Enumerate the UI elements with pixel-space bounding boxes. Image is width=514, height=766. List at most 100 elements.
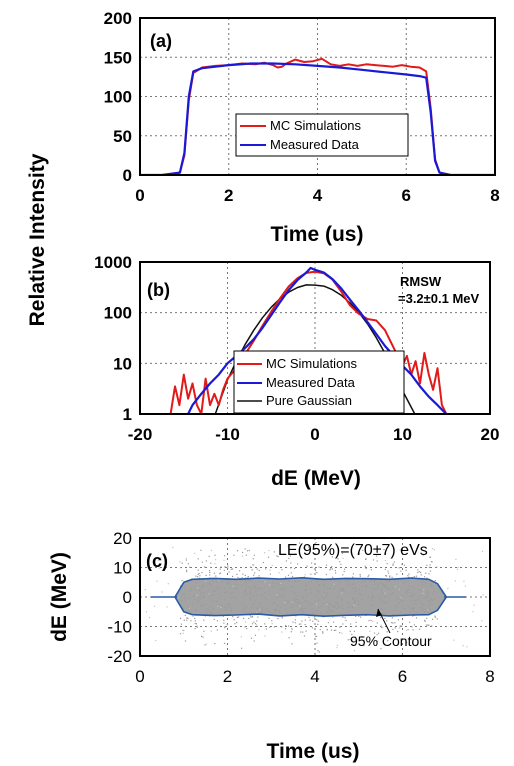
panel-c-point bbox=[382, 626, 384, 629]
panel-c-point bbox=[398, 588, 400, 590]
panel-c-point bbox=[386, 563, 388, 565]
panel-c-point bbox=[392, 563, 394, 565]
panel-c-point bbox=[254, 634, 256, 636]
panel-c-point bbox=[286, 612, 288, 614]
panel-c-point bbox=[397, 619, 399, 621]
panel-c-point bbox=[347, 602, 350, 605]
panel-c-point bbox=[329, 612, 331, 614]
panel-c-ytick-label: -20 bbox=[107, 647, 132, 666]
panel-c-point bbox=[285, 608, 287, 610]
panel-c-point bbox=[428, 566, 430, 568]
panel-c-point bbox=[426, 617, 428, 619]
panel-c-point bbox=[335, 629, 337, 631]
panel-c-point bbox=[453, 639, 455, 641]
panel-c-point bbox=[210, 613, 212, 615]
panel-c-point bbox=[320, 612, 322, 614]
panel-c-point bbox=[335, 572, 337, 574]
panel-c-point bbox=[178, 596, 180, 598]
panel-c-point bbox=[291, 601, 293, 603]
panel-c-point bbox=[216, 581, 218, 583]
panel-c-point bbox=[326, 603, 328, 605]
panel-c-point bbox=[319, 591, 321, 593]
panel-c-point bbox=[278, 583, 280, 585]
panel-c-point bbox=[418, 628, 421, 630]
panel-c-ytick-label: 10 bbox=[113, 559, 132, 578]
panel-c-point bbox=[291, 599, 293, 601]
panel-c-point bbox=[411, 626, 413, 628]
panel-c-point bbox=[419, 609, 421, 611]
panel-c-point bbox=[274, 601, 276, 603]
panel-c-point bbox=[399, 549, 401, 551]
panel-c-point bbox=[195, 610, 197, 612]
panel-c-point bbox=[316, 572, 318, 574]
panel-c-point bbox=[202, 584, 204, 586]
panel-c-point bbox=[407, 591, 409, 593]
panel-c-point bbox=[388, 580, 390, 582]
panel-c-point bbox=[199, 591, 202, 593]
panel-c-point bbox=[245, 577, 247, 579]
panel-c-point bbox=[422, 608, 424, 610]
panel-c-point bbox=[161, 591, 163, 593]
panel-c-point bbox=[298, 605, 301, 607]
panel-c-point bbox=[288, 557, 290, 559]
panel-c-point bbox=[472, 611, 474, 613]
panel-c-point bbox=[259, 609, 261, 611]
panel-c-point bbox=[315, 603, 318, 605]
panel-c-point bbox=[391, 622, 393, 624]
panel-c-point bbox=[187, 607, 189, 609]
panel-c-point bbox=[283, 596, 285, 598]
panel-c-point bbox=[242, 609, 244, 611]
panel-c-point bbox=[395, 609, 397, 611]
panel-c-point bbox=[222, 615, 224, 617]
panel-c-point bbox=[228, 583, 230, 585]
panel-c-point bbox=[276, 596, 278, 599]
panel-c-point bbox=[345, 619, 347, 622]
panel-c-point bbox=[361, 586, 364, 588]
panel-c-point bbox=[240, 636, 242, 638]
panel-c-point bbox=[322, 602, 324, 605]
panel-c-point bbox=[412, 607, 414, 609]
panel-c-xtick-label: 4 bbox=[310, 667, 319, 686]
panel-c-point bbox=[311, 562, 313, 564]
panel-c-point bbox=[363, 581, 365, 583]
panel-c-point bbox=[279, 610, 281, 612]
panel-a-ticks: 0 2 4 6 8 0 50 100 150 200 bbox=[104, 9, 500, 205]
panel-c-point bbox=[352, 588, 354, 590]
panel-c-point bbox=[216, 600, 218, 602]
panel-c-point bbox=[341, 632, 343, 634]
panel-a-xlabel: Time (us) bbox=[271, 223, 364, 246]
panel-c-point bbox=[419, 599, 421, 601]
panel-c-point bbox=[252, 558, 254, 560]
panel-c-point bbox=[197, 599, 199, 601]
panel-a-series-measured bbox=[140, 62, 495, 175]
panel-c-point bbox=[253, 574, 255, 576]
panel-c-point bbox=[274, 608, 276, 610]
panel-c-point bbox=[203, 595, 205, 597]
panel-c-point bbox=[212, 591, 214, 593]
panel-c-point bbox=[282, 585, 284, 587]
panel-c-xlabel: Time (us) bbox=[267, 740, 360, 763]
panel-c-point bbox=[282, 594, 284, 596]
panel-c-point bbox=[350, 578, 352, 580]
panel-c-point bbox=[264, 635, 266, 637]
panel-c-point bbox=[367, 596, 369, 598]
panel-c-point bbox=[271, 620, 273, 622]
panel-c-point bbox=[247, 579, 249, 581]
panel-c-point bbox=[320, 605, 322, 607]
panel-c-point bbox=[272, 603, 274, 605]
panel-c-point bbox=[342, 589, 344, 591]
panel-c-point bbox=[456, 568, 459, 570]
panel-c-point bbox=[423, 582, 425, 584]
panel-c-point bbox=[301, 620, 303, 622]
panel-c-point bbox=[190, 589, 193, 591]
panel-c-point bbox=[359, 575, 361, 577]
panel-c-point bbox=[246, 628, 248, 630]
panel-c-point bbox=[412, 604, 414, 606]
panel-c-point bbox=[221, 605, 223, 607]
panel-c-point bbox=[290, 606, 293, 609]
panel-c-point bbox=[285, 576, 287, 578]
panel-c-point bbox=[217, 605, 219, 607]
panel-c-point bbox=[276, 594, 278, 596]
panel-c-point bbox=[306, 565, 308, 567]
panel-c-point bbox=[394, 586, 396, 588]
